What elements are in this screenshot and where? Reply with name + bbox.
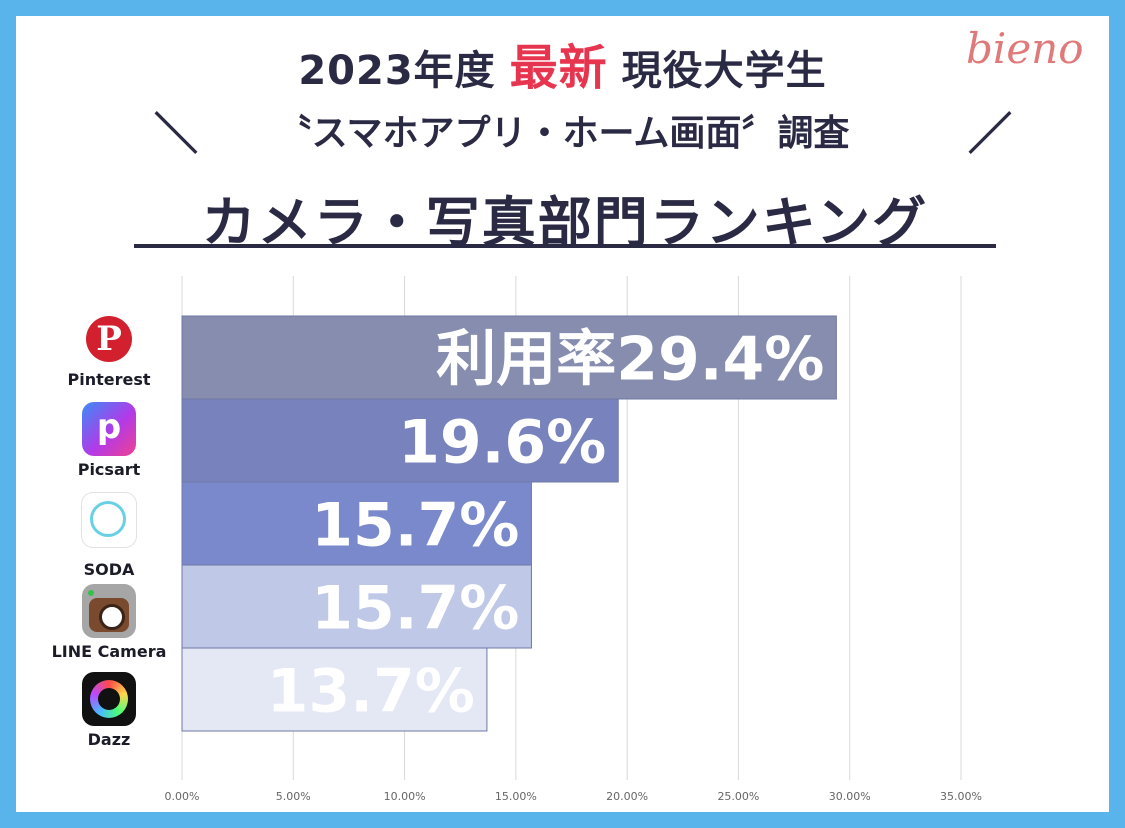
data-label: 15.7% — [311, 491, 519, 561]
bar — [181, 315, 837, 400]
app-label-soda: SODA — [83, 560, 135, 579]
app-line-camera: LINE Camera — [44, 584, 174, 661]
slash-left: ＼ — [154, 109, 198, 160]
app-label-picsart: Picsart — [77, 460, 141, 479]
line-camera-icon — [82, 584, 136, 638]
bar — [181, 647, 488, 732]
soda-icon — [81, 492, 137, 548]
x-tick-label: 0.00% — [165, 790, 200, 803]
x-tick-label: 35.00% — [940, 790, 982, 803]
data-label: 13.7% — [267, 657, 475, 727]
x-tick-label: 15.00% — [495, 790, 537, 803]
app-pinterest: P Pinterest — [44, 312, 174, 389]
data-label: 利用率29.4% — [436, 325, 824, 395]
x-tick-label: 5.00% — [276, 790, 311, 803]
app-picsart: p Picsart — [44, 402, 174, 479]
data-label: 19.6% — [398, 408, 606, 478]
picsart-icon: p — [82, 402, 136, 456]
x-tick-label: 10.00% — [384, 790, 426, 803]
dazz-icon — [82, 672, 136, 726]
x-tick-label: 20.00% — [606, 790, 648, 803]
title-underline — [134, 244, 996, 248]
app-label-pinterest: Pinterest — [67, 370, 151, 389]
slash-right: ／ — [968, 109, 1012, 160]
pinterest-icon: P — [82, 312, 136, 366]
x-tick-label: 25.00% — [717, 790, 759, 803]
title-accent: 最新 — [509, 40, 608, 96]
brand-logo: bieno — [966, 24, 1084, 73]
x-tick-label: 30.00% — [829, 790, 871, 803]
app-dazz: Dazz — [44, 672, 174, 749]
app-label-line-camera: LINE Camera — [51, 642, 167, 661]
app-label-dazz: Dazz — [87, 730, 131, 749]
title-line-2: 〝スマホアプリ・ホーム画面〞調査 — [275, 113, 850, 154]
bar — [181, 481, 532, 566]
bar — [181, 564, 532, 649]
chart-title: カメラ・写真部門ランキング — [201, 191, 929, 254]
data-label: 15.7% — [311, 574, 519, 644]
title-year: 2023年度 — [298, 48, 496, 94]
title-subject: 現役大学生 — [621, 48, 827, 94]
app-soda: SODA — [44, 492, 174, 579]
title-line-1: 2023年度 最新 現役大学生 — [0, 28, 1125, 98]
